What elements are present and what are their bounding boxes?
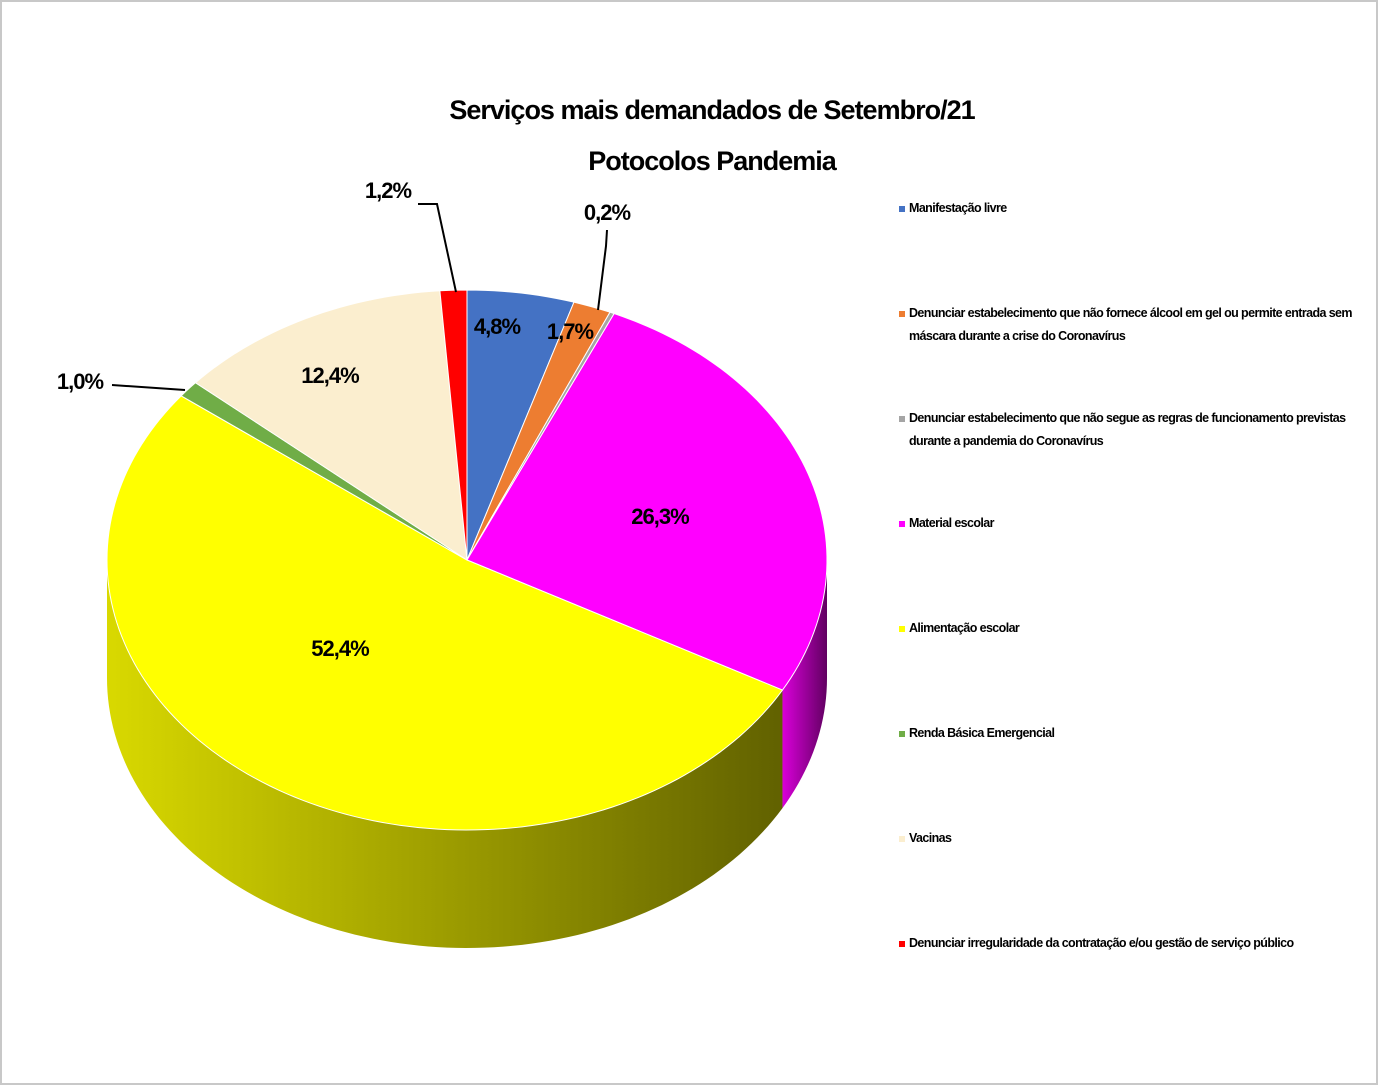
legend-label: Renda Básica Emergencial <box>909 726 1055 740</box>
data-label: 26,3% <box>631 504 689 529</box>
legend-label: Manifestação livre <box>909 201 1007 215</box>
legend-label: Material escolar <box>909 516 995 530</box>
legend-swatch <box>899 521 905 527</box>
legend-label: Denunciar irregularidade da contratação … <box>909 936 1294 950</box>
legend-entry: Vacinas <box>897 827 1371 850</box>
slice <box>194 290 468 561</box>
legend-swatch <box>899 416 905 422</box>
legend-entry: Manifestação livre <box>897 197 1371 220</box>
legend-entry: Material escolar <box>897 512 1371 535</box>
slice <box>466 289 575 561</box>
data-label: 1,0% <box>57 369 104 394</box>
legend-entry: Alimentação escolar <box>897 617 1371 640</box>
leader-line <box>597 229 608 311</box>
data-label: 12,4% <box>301 363 359 388</box>
legend-entry: Denunciar estabelecimento que não segue … <box>897 407 1371 453</box>
legend-label: Vacinas <box>909 831 952 845</box>
data-label: 1,7% <box>547 319 594 344</box>
data-label: 1,2% <box>365 178 412 203</box>
legend-label: Denunciar estabelecimento que não segue … <box>909 411 1346 448</box>
legend-swatch <box>899 626 905 632</box>
legend-label: Alimentação escolar <box>909 621 1020 635</box>
chart-title: Serviços mais demandados de Setembro/21 <box>449 95 975 125</box>
legend-label: Denunciar estabelecimento que não fornec… <box>909 306 1353 343</box>
slice-side <box>107 560 783 948</box>
slice <box>106 395 784 831</box>
chart-subtitle: Potocolos Pandemia <box>588 146 838 176</box>
legend-entry: Denunciar estabelecimento que não fornec… <box>897 302 1371 348</box>
legend-swatch <box>899 206 905 212</box>
leader-line <box>418 203 457 293</box>
slice <box>466 312 828 691</box>
legend-swatch <box>899 731 905 737</box>
legend-swatch <box>899 311 905 317</box>
data-label: 52,4% <box>311 636 369 661</box>
leader-line <box>111 384 186 391</box>
legend-entry: Renda Básica Emergencial <box>897 722 1371 745</box>
data-label: 0,2% <box>584 200 631 225</box>
slice-side <box>782 560 827 809</box>
legend-swatch <box>899 941 905 947</box>
data-label: 4,8% <box>474 314 521 339</box>
slice <box>466 301 611 561</box>
slice <box>439 289 468 561</box>
legend-swatch <box>899 836 905 842</box>
legend-entry: Denunciar irregularidade da contratação … <box>897 932 1371 955</box>
